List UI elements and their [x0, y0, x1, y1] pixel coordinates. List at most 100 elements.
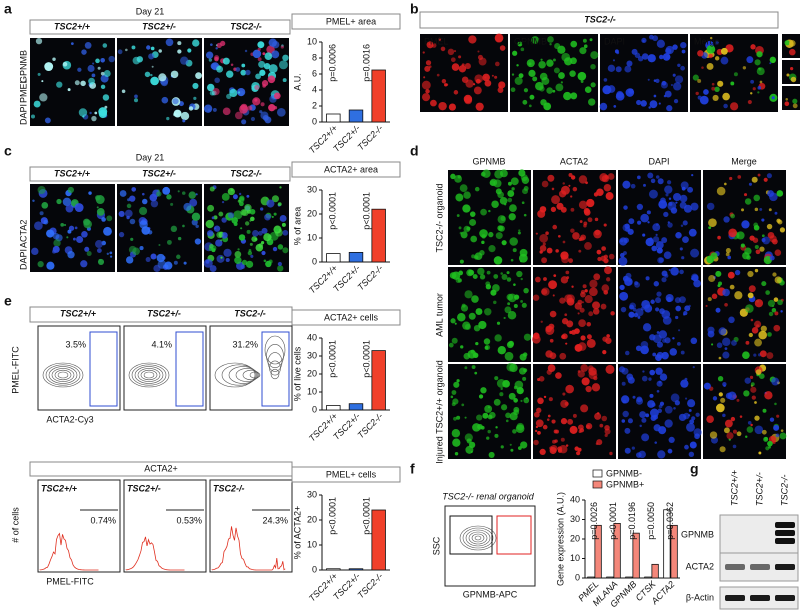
cell: [687, 186, 694, 193]
cell: [647, 172, 654, 179]
cell: [457, 175, 461, 179]
cell: [546, 87, 553, 94]
cell: [758, 67, 761, 70]
cell: [568, 172, 573, 177]
cell: [422, 51, 425, 54]
cell: [273, 92, 281, 100]
cell: [545, 231, 549, 235]
cell: [517, 231, 521, 235]
contour: [468, 531, 488, 545]
cell: [659, 54, 664, 60]
cell: [647, 54, 656, 63]
cell: [220, 239, 223, 242]
channel-label: DAPI: [604, 36, 625, 46]
cell: [192, 39, 200, 47]
cell: [209, 186, 215, 192]
cell: [767, 332, 772, 337]
cell: [640, 307, 645, 311]
cell: [579, 236, 585, 241]
cell: [604, 266, 612, 275]
bar: [594, 524, 602, 579]
micrograph: [533, 267, 616, 362]
cell: [754, 415, 760, 421]
cell: [515, 424, 525, 434]
cell: [460, 345, 464, 349]
cell: [561, 334, 566, 339]
bar: [326, 568, 341, 571]
cell: [450, 57, 456, 63]
cell: [747, 99, 752, 105]
cell: [652, 352, 657, 357]
cell: [637, 56, 644, 62]
cell: [533, 439, 539, 446]
cell: [508, 213, 516, 221]
panel-label: e: [4, 293, 12, 309]
cell: [39, 93, 48, 102]
cell: [680, 379, 689, 388]
cell: [257, 41, 265, 49]
cell: [771, 307, 777, 313]
cell: [786, 73, 790, 77]
cell: [585, 385, 592, 393]
cell: [430, 99, 437, 107]
cell: [695, 91, 699, 96]
cell: [73, 237, 76, 241]
cell: [619, 291, 629, 301]
channel-label: DAPI: [18, 249, 28, 270]
bar: [587, 576, 595, 579]
cell: [497, 346, 506, 355]
cell: [699, 95, 709, 105]
cell: [509, 204, 517, 213]
cell: [514, 76, 523, 85]
cell: [102, 43, 108, 48]
cell: [172, 98, 179, 105]
cell: [261, 227, 268, 234]
cell: [67, 186, 74, 194]
cell: [421, 80, 431, 90]
cell: [739, 415, 743, 418]
contour: [128, 362, 170, 388]
cell: [691, 416, 696, 421]
cell: [753, 194, 761, 202]
cell: [529, 94, 535, 100]
cell: [675, 305, 682, 312]
cell: [580, 404, 589, 413]
cell: [139, 206, 148, 216]
cell: [708, 53, 713, 59]
cell: [504, 203, 507, 206]
cell: [656, 331, 660, 334]
cell: [642, 370, 645, 373]
cell: [37, 72, 41, 76]
cell: [650, 178, 656, 184]
histogram-plot: [37, 479, 121, 573]
cell: [716, 342, 723, 349]
cell: [720, 56, 729, 65]
cell: [560, 251, 569, 260]
cell: [519, 353, 527, 361]
cell: [189, 198, 198, 207]
cell: [251, 236, 258, 243]
cell: [494, 75, 498, 79]
gate: [175, 331, 204, 407]
cell: [664, 405, 673, 414]
cell: [641, 417, 647, 423]
cell: [592, 308, 600, 315]
cell: [240, 209, 247, 216]
cell: [747, 420, 752, 425]
cell: [579, 307, 585, 313]
cell: [726, 432, 734, 440]
cell: [520, 174, 528, 182]
cell: [192, 82, 199, 89]
cell: [207, 204, 215, 212]
cell: [633, 312, 639, 318]
cell: [457, 313, 466, 322]
cell: [470, 349, 475, 354]
cell: [717, 376, 724, 382]
cell: [499, 45, 506, 51]
y-axis-label: % of live cells: [292, 346, 302, 401]
cell: [261, 250, 266, 256]
cell: [670, 267, 679, 276]
cell: [599, 423, 604, 428]
cell: [177, 41, 182, 46]
cell: [231, 217, 239, 224]
